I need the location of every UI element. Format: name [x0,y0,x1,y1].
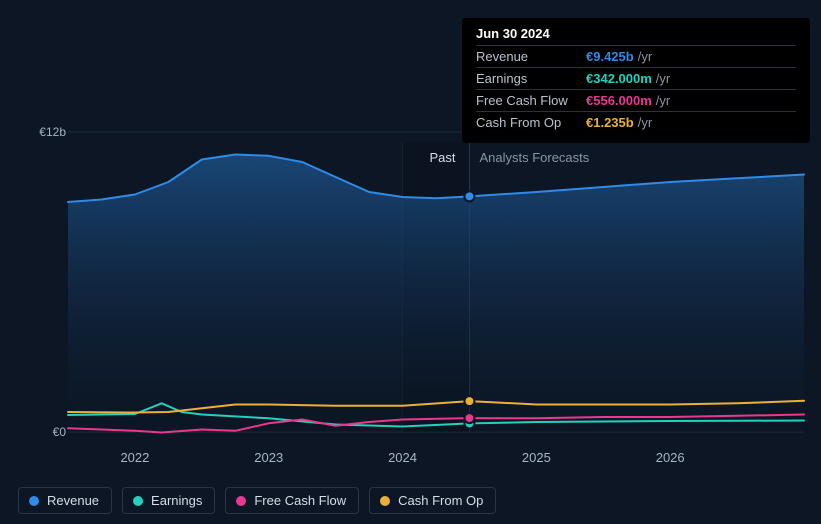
tooltip-row: Free Cash Flow€556.000m/yr [476,89,796,111]
financials-forecast-chart: €12b €0 2022 2023 2024 2025 2026 Past Analyst… [0,0,821,524]
tooltip-value: €342.000m [586,71,652,86]
legend-swatch [380,496,390,506]
legend-label: Free Cash Flow [254,493,346,508]
legend-label: Cash From Op [398,493,483,508]
tooltip-row: Cash From Op€1.235b/yr [476,111,796,133]
tooltip-value: €9.425b [586,49,634,64]
legend-item-free-cash-flow[interactable]: Free Cash Flow [225,487,359,514]
y-tick-label: €12b [39,125,66,139]
legend-item-cash-from-op[interactable]: Cash From Op [369,487,496,514]
tooltip-label: Revenue [476,49,586,64]
tooltip-row: Earnings€342.000m/yr [476,67,796,89]
tooltip-row: Revenue€9.425b/yr [476,45,796,67]
legend-swatch [29,496,39,506]
legend-label: Revenue [47,493,99,508]
x-tick-label: 2026 [656,450,685,465]
x-tick-label: 2023 [254,450,283,465]
tooltip-unit: /yr [638,115,652,130]
tooltip-unit: /yr [656,93,670,108]
forecast-region-label: Analysts Forecasts [479,150,589,165]
legend-item-earnings[interactable]: Earnings [122,487,215,514]
legend-item-revenue[interactable]: Revenue [18,487,112,514]
tooltip-label: Free Cash Flow [476,93,586,108]
x-tick-label: 2022 [120,450,149,465]
tooltip-label: Earnings [476,71,586,86]
tooltip-value: €556.000m [586,93,652,108]
chart-legend: Revenue Earnings Free Cash Flow Cash From O… [18,487,496,514]
y-tick-label: €0 [53,425,66,439]
past-region-label: Past [429,150,455,165]
hover-tooltip: Jun 30 2024 Revenue€9.425b/yrEarnings€34… [462,18,810,143]
x-tick-label: 2025 [522,450,551,465]
legend-swatch [236,496,246,506]
tooltip-unit: /yr [638,49,652,64]
tooltip-label: Cash From Op [476,115,586,130]
x-tick-label: 2024 [388,450,417,465]
tooltip-unit: /yr [656,71,670,86]
tooltip-date: Jun 30 2024 [476,26,796,41]
legend-label: Earnings [151,493,202,508]
legend-swatch [133,496,143,506]
tooltip-value: €1.235b [586,115,634,130]
